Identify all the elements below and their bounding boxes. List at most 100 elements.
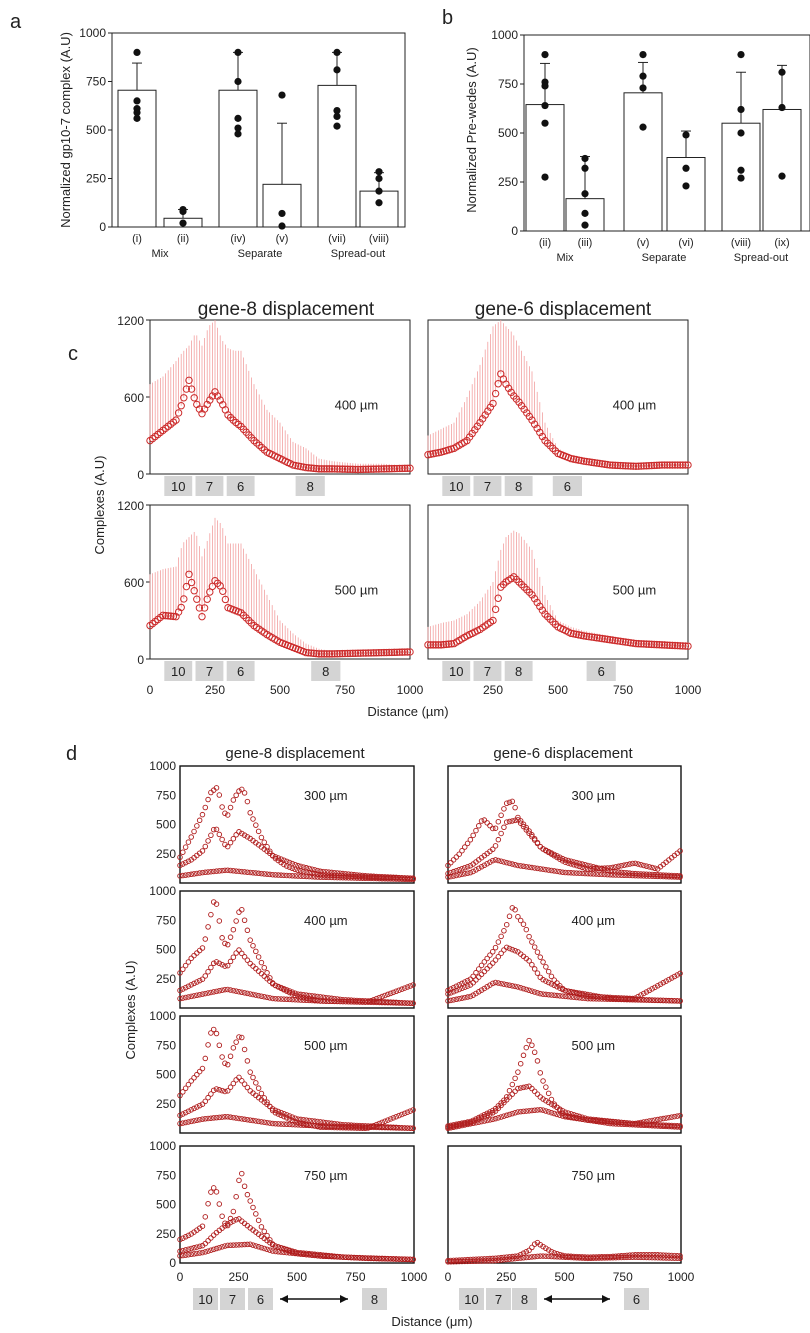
data-point [568,858,574,864]
data-point [515,913,521,920]
data-point [442,640,450,649]
data-point [523,1249,530,1255]
data-point [179,205,187,214]
data-point [210,1087,217,1094]
data-point [590,459,599,467]
data-point [314,998,321,1004]
data-point [668,1114,675,1120]
data-point [618,1253,625,1259]
data-point [643,1122,650,1129]
data-point [529,1254,535,1260]
data-point [464,870,471,876]
data-point [300,1117,307,1123]
data-point [581,221,589,229]
bar [762,108,802,232]
data-point [379,875,385,882]
data-point [596,1119,602,1125]
data-point [528,591,536,599]
data-point [489,948,496,955]
data-point [590,992,597,999]
data-point [677,874,683,880]
data-point [666,461,674,469]
data-point [573,1115,580,1122]
group-label: Separate [642,252,687,264]
arrow-head-right [340,1295,348,1303]
data-point [309,873,315,880]
data-point [515,1085,521,1092]
data-point [429,641,437,649]
data-point [404,1256,411,1263]
data-point [213,901,220,907]
data-point [241,832,248,838]
data-point [663,978,669,984]
data-point [576,1116,583,1122]
data-point [399,1256,405,1262]
data-point [587,992,594,998]
data-point [230,1208,237,1215]
data-point [356,999,363,1005]
data-point [199,869,206,876]
data-point [489,980,496,987]
data-point [601,1119,608,1126]
data-point [467,993,474,1000]
data-point [562,1254,569,1260]
data-point [525,588,534,596]
data-point [562,987,569,994]
data-point [450,873,457,879]
data-point [393,1256,399,1262]
data-point [188,982,194,988]
data-point [177,1236,183,1243]
data-point [244,1191,251,1198]
data-point [501,1113,507,1119]
data-point [317,998,324,1004]
data-point [362,875,369,882]
data-point [621,862,627,868]
data-point [562,869,569,876]
data-point [541,610,549,618]
data-point [464,1121,471,1128]
data-point [205,1042,211,1048]
data-point [523,863,530,870]
data-point [517,863,524,869]
data-point [312,1252,318,1259]
data-point [303,1251,310,1258]
data-point [199,1065,206,1072]
data-point [666,1123,672,1130]
data-point [219,935,225,941]
data-point [258,1090,265,1097]
data-point [534,970,541,976]
data-point [565,857,571,864]
data-point [314,867,321,874]
data-point [487,1111,493,1117]
data-point [543,1245,549,1252]
data-point [448,1259,454,1265]
x-tick-label: 0 [445,1270,452,1284]
data-point [404,876,411,883]
annotation-label: 750 µm [571,1168,615,1183]
data-point [568,994,574,1000]
data-point [593,993,599,999]
data-point [286,988,293,994]
data-point [196,870,203,876]
data-point [613,1121,619,1127]
data-point [512,906,518,913]
data-point [373,875,380,882]
data-point [459,995,465,1001]
data-point [573,859,580,866]
data-point [401,464,409,473]
data-point [531,1088,538,1095]
data-point [677,970,683,977]
data-point [462,871,468,877]
data-point [342,1254,349,1260]
panel-c-ylabel: Complexes (A.U) [92,456,107,555]
data-point [317,465,326,473]
data-point [562,857,569,863]
data-point [534,865,541,872]
data-point [646,873,653,879]
data-point [185,959,192,965]
data-point [289,1121,296,1128]
data-point [239,611,248,620]
data-point [283,1112,290,1118]
region-box [226,476,255,496]
data-point [185,871,192,878]
